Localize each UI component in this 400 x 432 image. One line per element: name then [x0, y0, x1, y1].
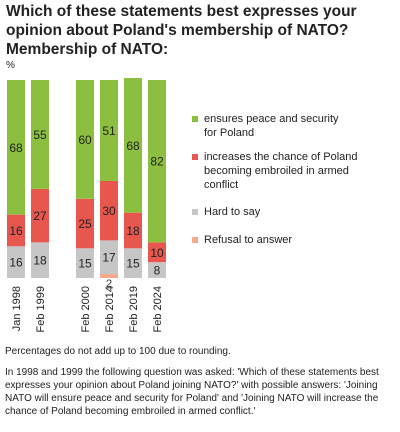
data-label: 55 [33, 128, 47, 142]
legend-entry: increases the chance of Poland becoming e… [204, 151, 358, 191]
tick-label: Feb 2014 [104, 286, 116, 332]
data-label: 18 [126, 224, 140, 238]
bar-segment [124, 212, 142, 249]
bar-segment [7, 246, 25, 278]
bar-segment [31, 80, 49, 189]
bar-segment [76, 198, 94, 249]
data-label: 15 [78, 257, 92, 271]
data-label: 16 [9, 224, 23, 238]
data-label: 17 [102, 251, 116, 265]
data-label: 51 [102, 124, 116, 138]
bar-segment [100, 80, 118, 181]
bar-segment [148, 262, 166, 278]
question-note: In 1998 and 1999 the following question … [5, 367, 379, 417]
data-label: 60 [78, 133, 92, 147]
bar-segment [148, 80, 166, 243]
legend-entry: Hard to say [204, 206, 261, 218]
bar-segment [100, 180, 118, 241]
legend-swatch [192, 237, 198, 243]
data-label: 16 [9, 256, 23, 270]
legend-entry: Refusal to answer [204, 234, 292, 246]
tick-label: Feb 2000 [80, 286, 92, 332]
data-label: 8 [154, 264, 161, 278]
tick-label: Feb 1999 [35, 286, 47, 332]
bar-segment [31, 242, 49, 278]
data-label: 82 [150, 155, 164, 169]
legend-swatch [192, 116, 198, 122]
tick-label: Jan 1998 [11, 286, 23, 331]
legend-swatch [192, 154, 198, 160]
bar-segment [7, 214, 25, 247]
bar-segment [100, 274, 118, 278]
bar-segment [124, 248, 142, 278]
legend-entry: ensures peace and security for Poland [204, 113, 339, 139]
data-label: 10 [150, 246, 164, 260]
bar-segment [76, 248, 94, 278]
tick-label: Feb 2024 [152, 286, 164, 332]
data-label: 15 [126, 257, 140, 271]
legend-swatch [192, 209, 198, 215]
data-label: 18 [33, 254, 47, 268]
chart-title: Which of these statements best expresses… [6, 3, 357, 58]
bar-segment [7, 80, 25, 215]
unit-label: % [6, 60, 15, 71]
bar-segment [100, 240, 118, 275]
tick-labels-group: Jan 1998 Feb 1999 Feb 2000 Feb 2014 Feb 2019… [11, 286, 164, 332]
bar-segment [148, 242, 166, 263]
data-label: 68 [9, 141, 23, 155]
bar-segment [76, 80, 94, 199]
bar-segment [31, 188, 49, 243]
data-label: 25 [78, 217, 92, 231]
tick-label: Feb 2019 [128, 286, 140, 332]
data-label: 30 [102, 204, 116, 218]
legend: ensures peace and security for Poland incr… [192, 113, 358, 246]
bar-segment [124, 78, 142, 213]
data-label: 27 [33, 209, 47, 223]
data-label: 2 [106, 278, 112, 290]
stacked-bar-chart: 16 16 68 18 27 55 15 25 60 2 17 30 51 15 18 68 8 10 82 Jan… [7, 78, 358, 332]
bars-group: 16 16 68 18 27 55 15 25 60 2 17 30 51 15 18 68 8 10 82 [7, 78, 166, 290]
rounding-note: Percentages do not add up to 100 due to … [5, 346, 231, 357]
data-label: 68 [126, 139, 140, 153]
